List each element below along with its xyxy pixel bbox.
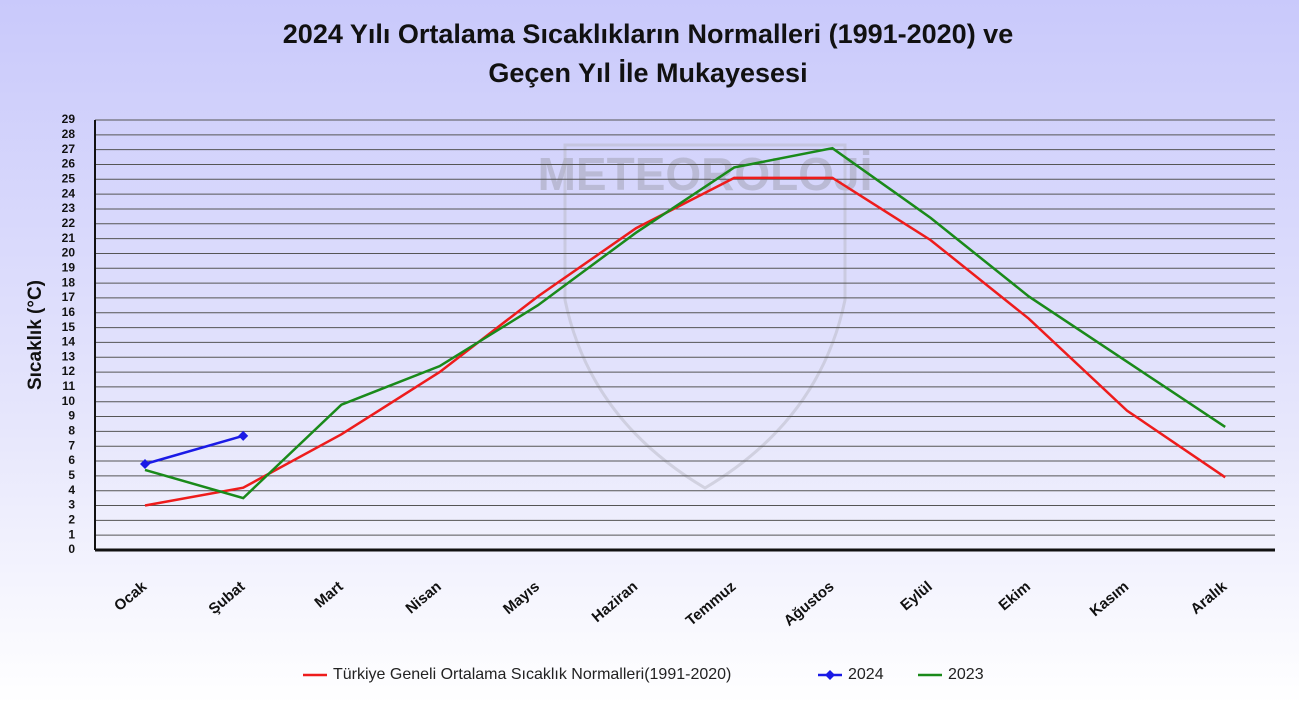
y-tick-label: 16 (62, 305, 76, 319)
y-tick-label: 6 (68, 453, 75, 467)
y-tick-label: 1 (68, 527, 75, 541)
y-tick-label: 4 (68, 483, 75, 497)
y-tick-label: 17 (62, 290, 76, 304)
y-tick-label: 23 (62, 201, 76, 215)
y-tick-label: 12 (62, 364, 76, 378)
y-tick-label: 19 (62, 260, 76, 274)
y-tick-label: 18 (62, 275, 76, 289)
y-tick-label: 21 (62, 231, 76, 245)
y-tick-label: 15 (62, 320, 76, 334)
y-tick-label: 13 (62, 349, 76, 363)
legend-label: 2023 (948, 666, 984, 683)
y-tick-label: 5 (68, 468, 75, 482)
y-tick-label: 29 (62, 112, 76, 126)
y-tick-label: 11 (62, 379, 75, 393)
y-tick-label: 24 (62, 186, 76, 200)
chart-title: 2024 Yılı Ortalama Sıcaklıkların Normall… (283, 19, 1013, 49)
y-tick-label: 7 (68, 438, 75, 452)
y-tick-label: 26 (62, 157, 76, 171)
y-tick-label: 27 (62, 142, 76, 156)
y-tick-label: 25 (62, 171, 76, 185)
legend-label: Türkiye Geneli Ortalama Sıcaklık Normall… (333, 666, 731, 683)
chart-title: Geçen Yıl İle Mukayesesi (488, 58, 807, 88)
chart: METEOROLOJİ 2024 Yılı Ortalama Sıcaklıkl… (0, 0, 1299, 704)
y-axis-label: Sıcaklık (°C) (25, 280, 46, 390)
y-tick-label: 14 (62, 335, 76, 349)
legend-label: 2024 (848, 666, 884, 683)
y-tick-label: 2 (68, 513, 75, 527)
y-tick-label: 10 (62, 394, 76, 408)
y-tick-label: 22 (62, 216, 76, 230)
y-tick-label: 9 (68, 409, 75, 423)
y-tick-label: 28 (62, 127, 76, 141)
y-tick-label: 8 (68, 424, 75, 438)
y-tick-label: 20 (62, 246, 76, 260)
y-tick-label: 3 (68, 498, 75, 512)
y-tick-label: 0 (68, 542, 75, 556)
